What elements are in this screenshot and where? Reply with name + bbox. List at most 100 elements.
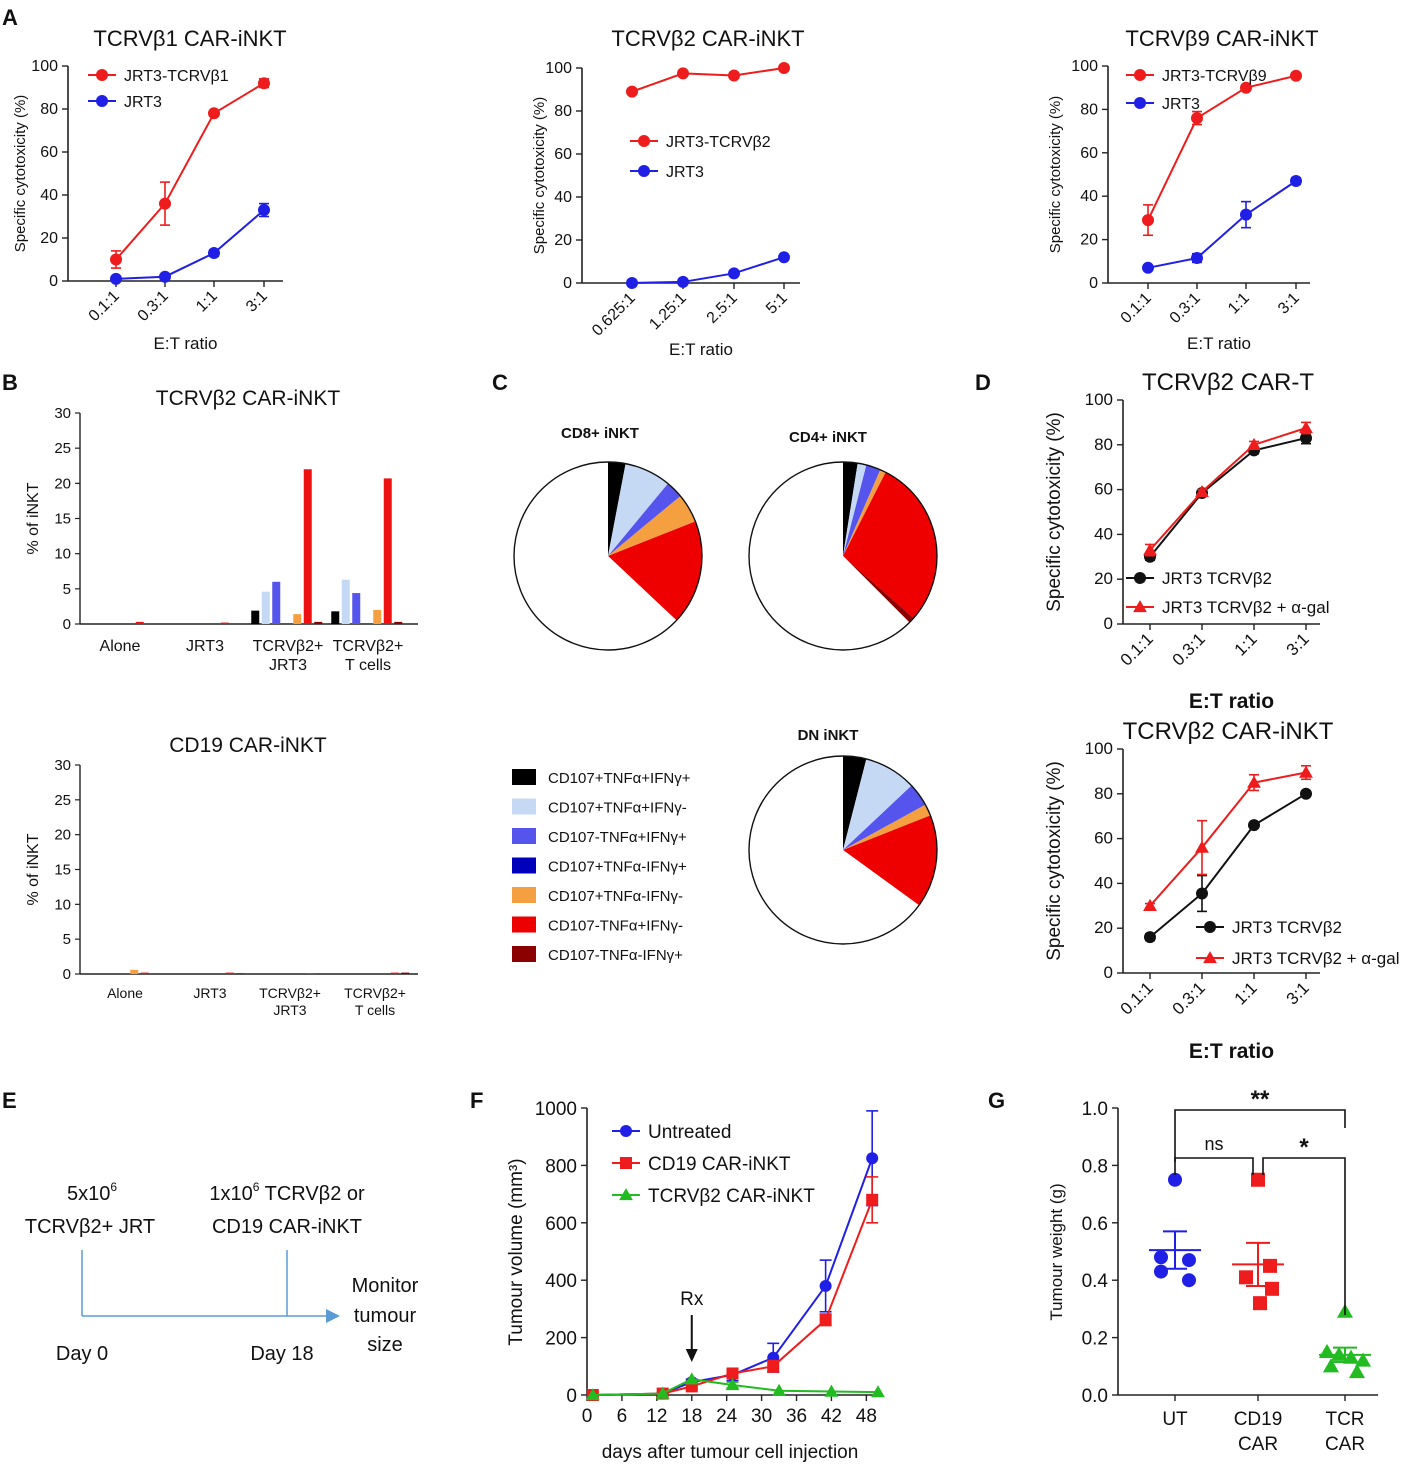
legend-label: Untreated <box>648 1122 731 1143</box>
timeline-day18-label: Day 18 <box>250 1343 313 1365</box>
x-axis-label: E:T ratio <box>154 334 218 353</box>
series-line <box>115 209 265 280</box>
bar <box>130 969 139 974</box>
y-tick-label: 20 <box>54 827 71 844</box>
x-tick-label: 0.625:1 <box>589 290 639 340</box>
data-point <box>1195 840 1209 853</box>
legend-swatch <box>512 828 536 844</box>
y-tick-label: 80 <box>40 101 58 118</box>
chart-title: CD19 CAR-iNKT <box>169 734 327 757</box>
timeline-monitor-3: size <box>367 1334 403 1356</box>
data-point <box>159 197 171 210</box>
chart-title: TCRVβ2 CAR-iNKT <box>611 26 804 51</box>
timeline-injection-cells: TCRVβ2+ JRT <box>25 1216 155 1238</box>
y-tick-label: 20 <box>54 475 71 492</box>
y-tick-label: 20 <box>1080 232 1098 249</box>
x-tick-label: UT <box>1162 1409 1188 1430</box>
data-point <box>772 1383 786 1396</box>
data-point <box>677 275 689 288</box>
y-tick-label: 10 <box>54 546 71 563</box>
data-point <box>1168 1172 1182 1187</box>
legend-label: JRT3-TCRVβ2 <box>666 134 771 151</box>
data-point <box>110 272 122 285</box>
pie-outline <box>748 755 938 945</box>
y-tick-label: 30 <box>54 405 71 422</box>
pie-outline <box>748 461 938 651</box>
pie-slice <box>843 815 937 906</box>
x-tick-label: 3:1 <box>243 288 271 316</box>
y-tick-label: 400 <box>545 1271 577 1292</box>
y-tick-label: 100 <box>1085 390 1113 409</box>
bar <box>331 611 340 624</box>
data-point <box>778 251 790 264</box>
y-tick-label: 60 <box>554 146 572 163</box>
legend-label: CD107-TNFα+IFNγ- <box>548 918 683 935</box>
group-label: TCRVβ2+ <box>259 985 321 1001</box>
y-tick-label: 60 <box>40 144 58 161</box>
y-tick-label: 100 <box>1085 739 1113 758</box>
x-tick-label: 1.25:1 <box>646 290 690 334</box>
y-tick-label: 1000 <box>535 1099 577 1120</box>
data-point <box>1290 175 1302 188</box>
y-tick-label: 0.2 <box>1082 1329 1108 1350</box>
legend-swatch <box>512 946 536 962</box>
legend-marker <box>620 1157 632 1169</box>
data-point <box>1247 437 1261 450</box>
pie-title: CD4+ iNKT <box>789 429 867 446</box>
x-tick-label: 48 <box>856 1406 877 1427</box>
data-point <box>684 1372 699 1385</box>
x-tick-label: 24 <box>716 1406 738 1427</box>
chart-title: TCRVβ2 CAR-iNKT <box>156 387 341 410</box>
rx-annotation: Rx <box>680 1289 704 1310</box>
series-line <box>1149 427 1307 551</box>
bar <box>373 609 382 624</box>
y-tick-label: 0 <box>1104 614 1113 633</box>
data-point <box>871 1385 885 1398</box>
panel-letter-g: G <box>988 1088 1005 1113</box>
group-label: JRT3 <box>186 638 224 655</box>
y-axis-label: Specific cytotoxicity (%) <box>1044 412 1065 612</box>
legend-label: CD107+TNFα+IFNγ+ <box>548 770 691 787</box>
y-tick-label: 5 <box>63 581 71 598</box>
data-point <box>626 85 638 98</box>
legend-label: JRT3 TCRVβ2 <box>1162 569 1272 588</box>
data-point <box>1240 208 1252 221</box>
bar <box>314 621 323 624</box>
chart-b2-cd19-bars: CD19 CAR-iNKT 0 5 10 15 20 25 30 % of iNKT Alone J… <box>25 734 418 1018</box>
y-axis-label: Tumour weight (g) <box>1047 1183 1066 1320</box>
data-point <box>258 204 270 217</box>
data-point <box>1142 261 1154 274</box>
data-point <box>1154 1264 1168 1279</box>
y-tick-label: 0 <box>1089 275 1098 292</box>
legend-marker <box>1134 572 1146 584</box>
chart-f-tumour-volume: 0 200 400 600 800 1000 0 6 12 18 24 30 36 42 48 days af… <box>506 1099 885 1463</box>
significance-bracket <box>1174 1157 1254 1175</box>
data-point <box>1247 775 1261 788</box>
pie-title: CD8+ iNKT <box>561 425 639 442</box>
series-line <box>1149 437 1307 558</box>
y-axis-label: Specific cytotoxicity (%) <box>1044 761 1065 961</box>
legend-swatch <box>512 887 536 903</box>
group-label: T cells <box>355 1002 395 1018</box>
data-point <box>1300 432 1312 445</box>
y-tick-label: 30 <box>54 757 71 774</box>
data-point <box>110 253 122 266</box>
data-point <box>1248 819 1260 832</box>
y-tick-label: 200 <box>545 1329 577 1350</box>
y-tick-label: 80 <box>1080 101 1098 118</box>
pie-slice <box>608 462 626 556</box>
data-point <box>1300 787 1312 800</box>
legend-label: JRT3 TCRVβ2 <box>1232 918 1342 937</box>
data-point <box>677 67 689 80</box>
data-point <box>728 267 740 280</box>
chart-title: TCRVβ2 CAR-iNKT <box>1123 718 1334 745</box>
legend-label: CD19 CAR-iNKT <box>648 1154 791 1175</box>
data-point <box>866 1152 879 1165</box>
pie-slice <box>608 463 668 556</box>
series-line <box>1147 74 1297 221</box>
data-point <box>626 277 638 289</box>
pie-slice <box>843 804 931 850</box>
y-tick-label: 1.0 <box>1082 1099 1108 1120</box>
pie-slice <box>514 462 677 650</box>
y-tick-label: 80 <box>1094 435 1113 454</box>
